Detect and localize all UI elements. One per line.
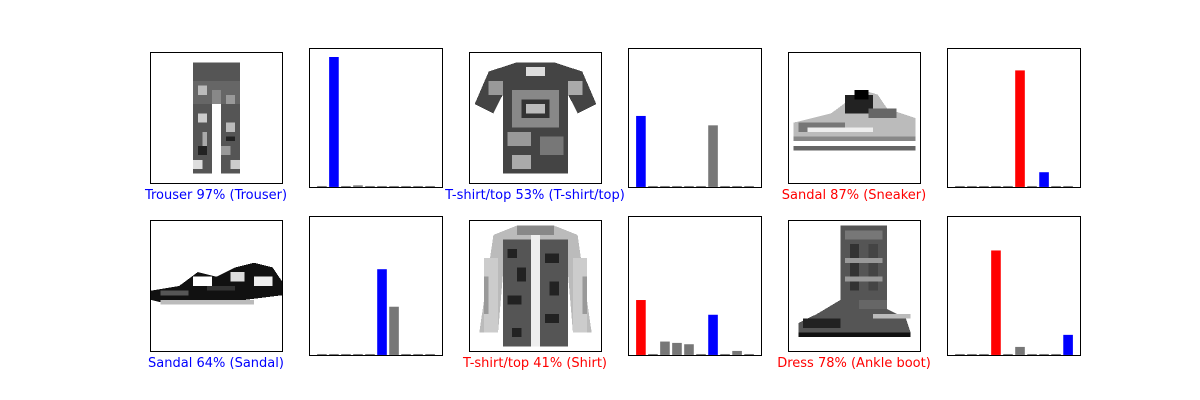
image-thumbnail [788,220,921,352]
image-thumbnail [788,52,921,184]
bar-class-0 [317,185,327,187]
shirt-image [479,225,592,347]
bar-class-3 [353,353,363,355]
bar-class-5 [1015,70,1025,187]
bar-class-1 [967,185,977,187]
bar-class-7 [720,185,730,187]
bar-class-9 [744,353,754,355]
bar-class-2 [979,185,989,187]
bar-class-1 [329,353,339,355]
bar-class-0 [636,115,646,187]
bar-class-8 [732,185,742,187]
bar-class-3 [672,342,682,355]
bar-class-4 [1003,185,1013,187]
bar-class-3 [991,250,1001,355]
probability-bar-chart [947,216,1081,356]
bar-class-5 [1015,346,1025,355]
bar-class-2 [341,353,351,355]
bar-class-7 [1039,353,1049,355]
bar-class-4 [365,353,375,355]
probability-bar-chart [628,48,762,188]
bar-class-0 [955,185,965,187]
bar-class-4 [684,185,694,187]
bar-class-1 [967,353,977,355]
bar-class-8 [413,185,423,187]
bar-class-7 [401,353,411,355]
bar-class-6 [1027,353,1037,355]
prediction-caption: Trouser 97% (Trouser) [144,188,288,203]
prediction-caption: T-shirt/top 53% (T-shirt/top) [445,188,625,203]
sandal-image [151,262,282,305]
bar-class-9 [1063,334,1073,355]
bar-class-5 [377,185,387,187]
bar-class-7 [1039,172,1049,187]
bar-class-9 [425,185,435,187]
bar-class-9 [1063,185,1073,187]
bar-class-0 [317,353,327,355]
trouser-image [193,62,240,174]
bar-class-6 [708,125,718,187]
bar-class-5 [696,353,706,355]
tshirt-image [474,62,597,174]
bar-class-7 [720,353,730,355]
bar-class-8 [1051,353,1061,355]
bar-class-3 [672,185,682,187]
bar-class-6 [1027,185,1037,187]
bar-class-2 [660,341,670,355]
image-thumbnail [469,52,602,184]
bar-class-7 [401,185,411,187]
probability-bar-chart [309,48,443,188]
sneaker-image [793,90,916,151]
image-thumbnail [469,220,602,352]
bar-class-1 [648,185,658,187]
prediction-caption: Sandal 87% (Sneaker) [781,188,927,203]
bar-class-0 [955,353,965,355]
probability-bar-chart [309,216,443,356]
bar-class-3 [991,185,1001,187]
bar-class-8 [1051,185,1061,187]
bar-class-2 [660,185,670,187]
bar-class-4 [1003,353,1013,355]
prediction-caption: T-shirt/top 41% (Shirt) [462,356,608,371]
ankle-boot-image [798,225,911,338]
image-thumbnail [150,52,283,184]
bar-class-5 [696,185,706,187]
bar-class-3 [353,185,363,187]
bar-class-4 [684,344,694,355]
bar-class-1 [648,353,658,355]
bar-class-6 [708,314,718,355]
prediction-caption: Dress 78% (Ankle boot) [777,356,931,371]
bar-class-0 [636,300,646,355]
image-thumbnail [150,220,283,352]
bar-class-6 [389,185,399,187]
bar-class-6 [389,306,399,355]
bar-class-9 [744,185,754,187]
bar-class-2 [979,353,989,355]
bar-class-1 [329,57,339,187]
probability-bar-chart [947,48,1081,188]
bar-class-8 [732,350,742,355]
bar-class-8 [413,353,423,355]
bar-class-9 [425,353,435,355]
bar-class-5 [377,269,387,355]
bar-class-2 [341,185,351,187]
probability-bar-chart [628,216,762,356]
bar-class-4 [365,185,375,187]
prediction-caption: Sandal 64% (Sandal) [148,356,284,371]
